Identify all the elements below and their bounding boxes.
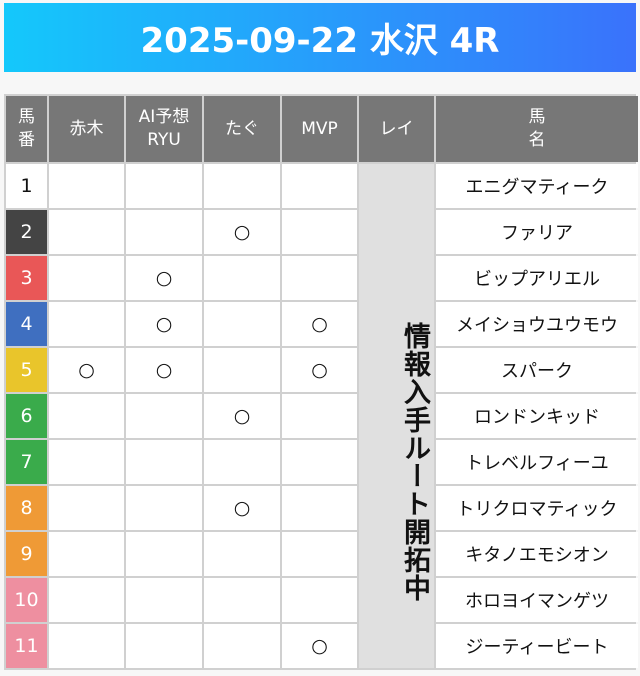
horse-name: キタノエモシオン <box>436 532 638 576</box>
horse-number: 6 <box>6 394 47 438</box>
mark-cell <box>126 486 202 530</box>
header-tagu: たぐ <box>204 96 280 162</box>
circle-mark: ○ <box>311 313 328 335</box>
mark-cell <box>204 578 280 622</box>
prediction-table: 馬 番赤木 AI予想 RYU たぐ MVP レイ馬 名情報入手ルート開拓中 1 エニグマティ… <box>4 94 638 670</box>
circle-mark: ○ <box>155 267 173 289</box>
horse-name: スパーク <box>436 348 638 392</box>
mark-cell <box>126 164 202 208</box>
mark-cell <box>282 164 357 208</box>
mark-cell <box>282 394 357 438</box>
horse-name: エニグマティーク <box>436 164 638 208</box>
header-rei: レイ <box>359 96 434 162</box>
horse-number: 5 <box>6 348 47 392</box>
mark-cell <box>282 440 357 484</box>
mark-cell <box>282 210 357 254</box>
horse-number: 2 <box>6 210 47 254</box>
circle-mark: ○ <box>311 359 328 381</box>
mark-cell: ○ <box>126 302 202 346</box>
mark-cell <box>204 624 280 668</box>
mark-cell <box>126 578 202 622</box>
mark-cell <box>204 256 280 300</box>
header-horse-name: 馬 名 <box>436 96 638 162</box>
mark-cell <box>282 486 357 530</box>
mark-cell: ○ <box>204 210 280 254</box>
mark-cell <box>204 532 280 576</box>
horse-name: ホロヨイマンゲツ <box>436 578 638 622</box>
header-ai-ryu: AI予想 RYU <box>126 96 202 162</box>
circle-mark: ○ <box>78 359 95 381</box>
mark-cell <box>282 256 357 300</box>
mark-cell <box>49 532 124 576</box>
mark-cell <box>49 256 124 300</box>
circle-mark: ○ <box>155 313 173 335</box>
horse-name: メイショウユウモウ <box>436 302 638 346</box>
mark-cell: ○ <box>204 486 280 530</box>
horse-name: ファリア <box>436 210 638 254</box>
rei-status-text: 情報入手ルート開拓中 <box>359 164 434 668</box>
horse-number: 1 <box>6 164 47 208</box>
circle-mark: ○ <box>233 221 251 243</box>
horse-name: ビップアリエル <box>436 256 638 300</box>
mark-cell: ○ <box>282 302 357 346</box>
mark-cell: ○ <box>126 256 202 300</box>
mark-cell <box>126 532 202 576</box>
circle-mark: ○ <box>155 359 173 381</box>
horse-number: 8 <box>6 486 47 530</box>
mark-cell: ○ <box>282 624 357 668</box>
horse-number: 4 <box>6 302 47 346</box>
mark-cell <box>49 578 124 622</box>
mark-cell <box>49 164 124 208</box>
mark-cell <box>204 302 280 346</box>
mark-cell <box>282 532 357 576</box>
mark-cell: ○ <box>49 348 124 392</box>
mark-cell <box>204 164 280 208</box>
mark-cell <box>49 394 124 438</box>
header-mvp: MVP <box>282 96 357 162</box>
horse-number: 10 <box>6 578 47 622</box>
mark-cell <box>126 210 202 254</box>
header-number: 馬 番 <box>6 96 47 162</box>
horse-number: 3 <box>6 256 47 300</box>
horse-number: 9 <box>6 532 47 576</box>
mark-cell <box>126 440 202 484</box>
horse-number: 11 <box>6 624 47 668</box>
mark-cell <box>49 440 124 484</box>
mark-cell <box>49 302 124 346</box>
mark-cell <box>126 624 202 668</box>
circle-mark: ○ <box>233 405 251 427</box>
mark-cell: ○ <box>204 394 280 438</box>
horse-name: ジーティービート <box>436 624 638 668</box>
mark-cell <box>49 624 124 668</box>
mark-cell <box>204 440 280 484</box>
mark-cell: ○ <box>126 348 202 392</box>
mark-cell <box>204 348 280 392</box>
horse-number: 7 <box>6 440 47 484</box>
horse-name: トレベルフィーユ <box>436 440 638 484</box>
mark-cell: ○ <box>282 348 357 392</box>
mark-cell <box>282 578 357 622</box>
mark-cell <box>126 394 202 438</box>
horse-name: ロンドンキッド <box>436 394 638 438</box>
circle-mark: ○ <box>311 635 328 657</box>
circle-mark: ○ <box>233 497 251 519</box>
mark-cell <box>49 210 124 254</box>
header-akagi: 赤木 <box>49 96 124 162</box>
race-title-banner: 2025-09-22 水沢 4R <box>4 3 636 72</box>
horse-name: トリクロマティック <box>436 486 638 530</box>
mark-cell <box>49 486 124 530</box>
